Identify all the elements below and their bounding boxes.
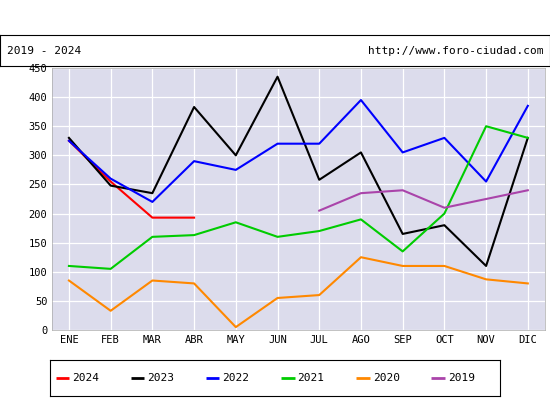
Text: 2019 - 2024: 2019 - 2024 bbox=[7, 46, 81, 56]
Text: 2023: 2023 bbox=[147, 373, 174, 383]
Text: 2022: 2022 bbox=[222, 373, 249, 383]
Text: 2019: 2019 bbox=[448, 373, 475, 383]
Text: 2024: 2024 bbox=[72, 373, 99, 383]
Text: http://www.foro-ciudad.com: http://www.foro-ciudad.com bbox=[368, 46, 543, 56]
Text: 2021: 2021 bbox=[298, 373, 324, 383]
Text: Evolucion Nº Turistas Nacionales en el municipio de Rotglà i Corberà: Evolucion Nº Turistas Nacionales en el m… bbox=[3, 11, 547, 24]
Text: 2020: 2020 bbox=[373, 373, 400, 383]
